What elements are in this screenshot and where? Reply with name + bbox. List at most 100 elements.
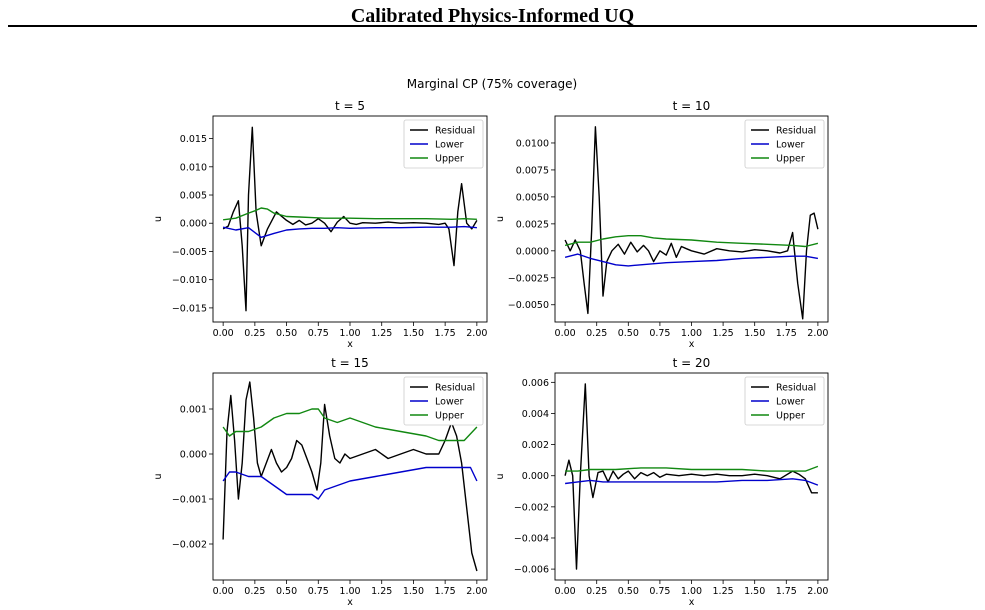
y-tick-label: −0.002 bbox=[172, 540, 207, 551]
legend-label-lower: Lower bbox=[435, 140, 464, 151]
y-tick-label: 0.000 bbox=[180, 219, 207, 230]
y-tick-label: −0.006 bbox=[514, 565, 549, 576]
series-line-lower bbox=[222, 225, 477, 239]
x-tick-label: 0.50 bbox=[276, 586, 297, 597]
legend-label-upper: Upper bbox=[435, 154, 464, 165]
x-tick-label: 0.00 bbox=[555, 328, 576, 339]
figure-suptitle: Marginal CP (75% coverage) bbox=[407, 77, 577, 91]
x-axis-label: x bbox=[689, 597, 695, 608]
legend-label-lower: Lower bbox=[435, 397, 464, 408]
x-tick-label: 1.50 bbox=[403, 328, 424, 339]
x-tick-label: 1.50 bbox=[744, 586, 765, 597]
legend: Residual Lower Upper bbox=[403, 376, 484, 426]
y-tick-label: 0.0100 bbox=[516, 138, 549, 149]
y-tick-label: 0.015 bbox=[180, 134, 207, 145]
x-tick-label: 1.75 bbox=[435, 328, 456, 339]
subplot-title: t = 10 bbox=[673, 99, 711, 113]
legend: Residual Lower Upper bbox=[403, 119, 484, 169]
series-line-upper bbox=[564, 234, 819, 248]
subplot-title: t = 20 bbox=[673, 356, 711, 370]
legend: Residual Lower Upper bbox=[744, 119, 825, 169]
subplot-title: t = 5 bbox=[335, 99, 365, 113]
y-tick-label: −0.001 bbox=[172, 495, 207, 506]
x-axis-label: x bbox=[347, 339, 353, 350]
x-axis-label: x bbox=[347, 597, 353, 608]
legend-label-lower: Lower bbox=[776, 140, 805, 151]
x-tick-label: 0.75 bbox=[649, 328, 670, 339]
x-tick-label: 0.75 bbox=[649, 586, 670, 597]
y-tick-label: 0.0000 bbox=[516, 246, 549, 257]
legend-label-upper: Upper bbox=[776, 154, 805, 165]
x-tick-label: 0.75 bbox=[308, 586, 329, 597]
y-tick-label: −0.004 bbox=[514, 533, 549, 544]
x-tick-label: 1.00 bbox=[681, 328, 702, 339]
y-tick-label: 0.000 bbox=[522, 471, 549, 482]
x-tick-label: 0.25 bbox=[586, 586, 607, 597]
y-axis-label: u bbox=[153, 473, 164, 479]
x-tick-label: 1.25 bbox=[713, 328, 734, 339]
header-rule bbox=[8, 25, 977, 27]
legend-box bbox=[744, 119, 825, 169]
legend-label-residual: Residual bbox=[776, 126, 816, 137]
x-tick-label: 1.75 bbox=[435, 586, 456, 597]
x-tick-label: 1.75 bbox=[776, 586, 797, 597]
series-line-residual bbox=[564, 383, 818, 570]
x-tick-label: 2.00 bbox=[466, 586, 487, 597]
series-line-residual bbox=[222, 381, 478, 572]
series-line-lower bbox=[222, 466, 478, 500]
y-tick-label: 0.0025 bbox=[516, 219, 549, 230]
legend: Residual Lower Upper bbox=[744, 376, 825, 426]
y-tick-label: −0.005 bbox=[172, 247, 207, 258]
legend-box bbox=[403, 376, 484, 426]
y-tick-label: −0.015 bbox=[172, 303, 207, 314]
x-tick-label: 1.00 bbox=[339, 328, 360, 339]
y-tick-label: 0.002 bbox=[522, 440, 549, 451]
legend-box bbox=[744, 376, 825, 426]
x-tick-label: 1.75 bbox=[776, 328, 797, 339]
x-tick-label: 0.00 bbox=[213, 586, 234, 597]
series-line-upper bbox=[565, 465, 819, 472]
x-tick-label: 0.00 bbox=[555, 586, 576, 597]
legend-label-residual: Residual bbox=[435, 126, 475, 137]
x-tick-label: 1.50 bbox=[744, 328, 765, 339]
page-header-title: Calibrated Physics-Informed UQ bbox=[350, 5, 635, 27]
y-axis-label: u bbox=[495, 473, 506, 479]
legend-box bbox=[403, 119, 484, 169]
subplot-3: t = 15 0.00 0.25 0.50 0.75 1.00 1.25 1.50 1.75 2.… bbox=[153, 356, 488, 608]
subplot-title: t = 15 bbox=[331, 356, 369, 370]
y-tick-label: −0.0050 bbox=[508, 300, 549, 311]
subplot-2: t = 10 0.00 0.25 0.50 0.75 1.00 1.25 1.50 1.75 2.… bbox=[495, 99, 828, 350]
x-tick-label: 0.25 bbox=[244, 328, 265, 339]
y-tick-label: 0.001 bbox=[180, 405, 207, 416]
y-tick-label: −0.002 bbox=[514, 502, 549, 513]
legend-label-residual: Residual bbox=[435, 383, 475, 394]
x-tick-label: 0.75 bbox=[308, 328, 329, 339]
y-tick-label: 0.006 bbox=[522, 378, 549, 389]
y-tick-label: −0.010 bbox=[172, 275, 207, 286]
series-line-upper bbox=[223, 207, 477, 221]
y-tick-label: 0.0050 bbox=[516, 192, 549, 203]
subplot-1: t = 5 0.00 0.25 0.50 0.75 1.00 1.25 1.50 1.75 2.0… bbox=[153, 99, 488, 350]
x-tick-label: 0.50 bbox=[618, 328, 639, 339]
y-tick-label: 0.005 bbox=[180, 191, 207, 202]
y-axis-label: u bbox=[153, 216, 164, 222]
x-tick-label: 1.50 bbox=[403, 586, 424, 597]
x-tick-label: 1.00 bbox=[339, 586, 360, 597]
subplot-4: t = 20 0.00 0.25 0.50 0.75 1.00 1.25 1.50 1.75 2.… bbox=[495, 356, 828, 608]
x-axis-label: x bbox=[689, 339, 695, 350]
legend-label-residual: Residual bbox=[776, 383, 816, 394]
x-tick-label: 0.50 bbox=[618, 586, 639, 597]
series-line-upper bbox=[222, 408, 478, 442]
legend-label-upper: Upper bbox=[776, 411, 805, 422]
x-tick-label: 0.25 bbox=[244, 586, 265, 597]
x-tick-label: 2.00 bbox=[807, 328, 828, 339]
legend-label-lower: Lower bbox=[776, 397, 805, 408]
x-tick-label: 1.25 bbox=[713, 586, 734, 597]
y-tick-label: −0.0025 bbox=[508, 273, 549, 284]
series-line-lower bbox=[565, 478, 819, 486]
y-tick-label: 0.004 bbox=[522, 409, 549, 420]
x-tick-label: 0.25 bbox=[586, 328, 607, 339]
legend-label-upper: Upper bbox=[435, 411, 464, 422]
y-axis-label: u bbox=[495, 216, 506, 222]
x-tick-label: 2.00 bbox=[466, 328, 487, 339]
